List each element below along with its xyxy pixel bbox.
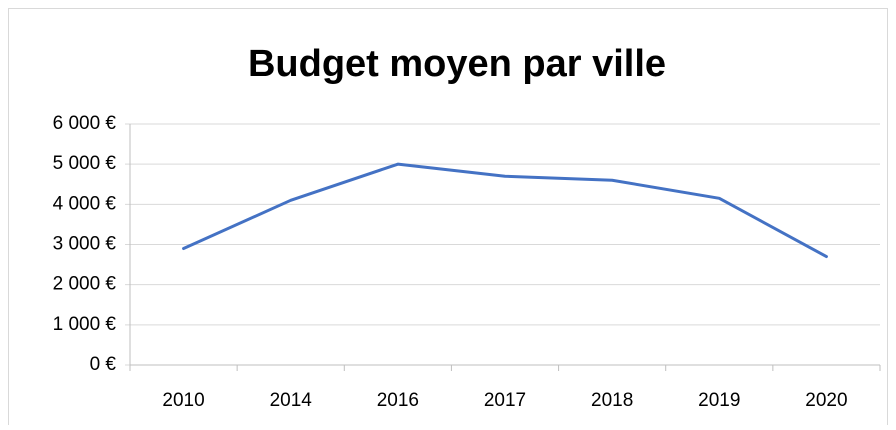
- y-tick-label: 2 000 €: [53, 274, 117, 295]
- chart-title: Budget moyen par ville: [248, 43, 666, 85]
- x-tick-label: 2019: [698, 390, 740, 411]
- y-tick-label: 6 000 €: [53, 113, 117, 134]
- y-tick-label: 4 000 €: [53, 193, 117, 214]
- y-tick-label: 0 €: [90, 354, 117, 375]
- chart-frame: [8, 8, 888, 429]
- x-tick-label: 2018: [591, 390, 633, 411]
- x-tick-label: 2017: [484, 390, 526, 411]
- y-tick-label: 5 000 €: [53, 153, 117, 174]
- y-tick-label: 1 000 €: [53, 314, 117, 335]
- x-tick-label: 2020: [805, 390, 847, 411]
- x-tick-label: 2016: [377, 390, 419, 411]
- x-tick-label: 2010: [162, 390, 204, 411]
- data-line: [182, 162, 828, 259]
- x-tick-label: 2014: [270, 390, 313, 411]
- y-tick-label: 3 000 €: [53, 234, 117, 255]
